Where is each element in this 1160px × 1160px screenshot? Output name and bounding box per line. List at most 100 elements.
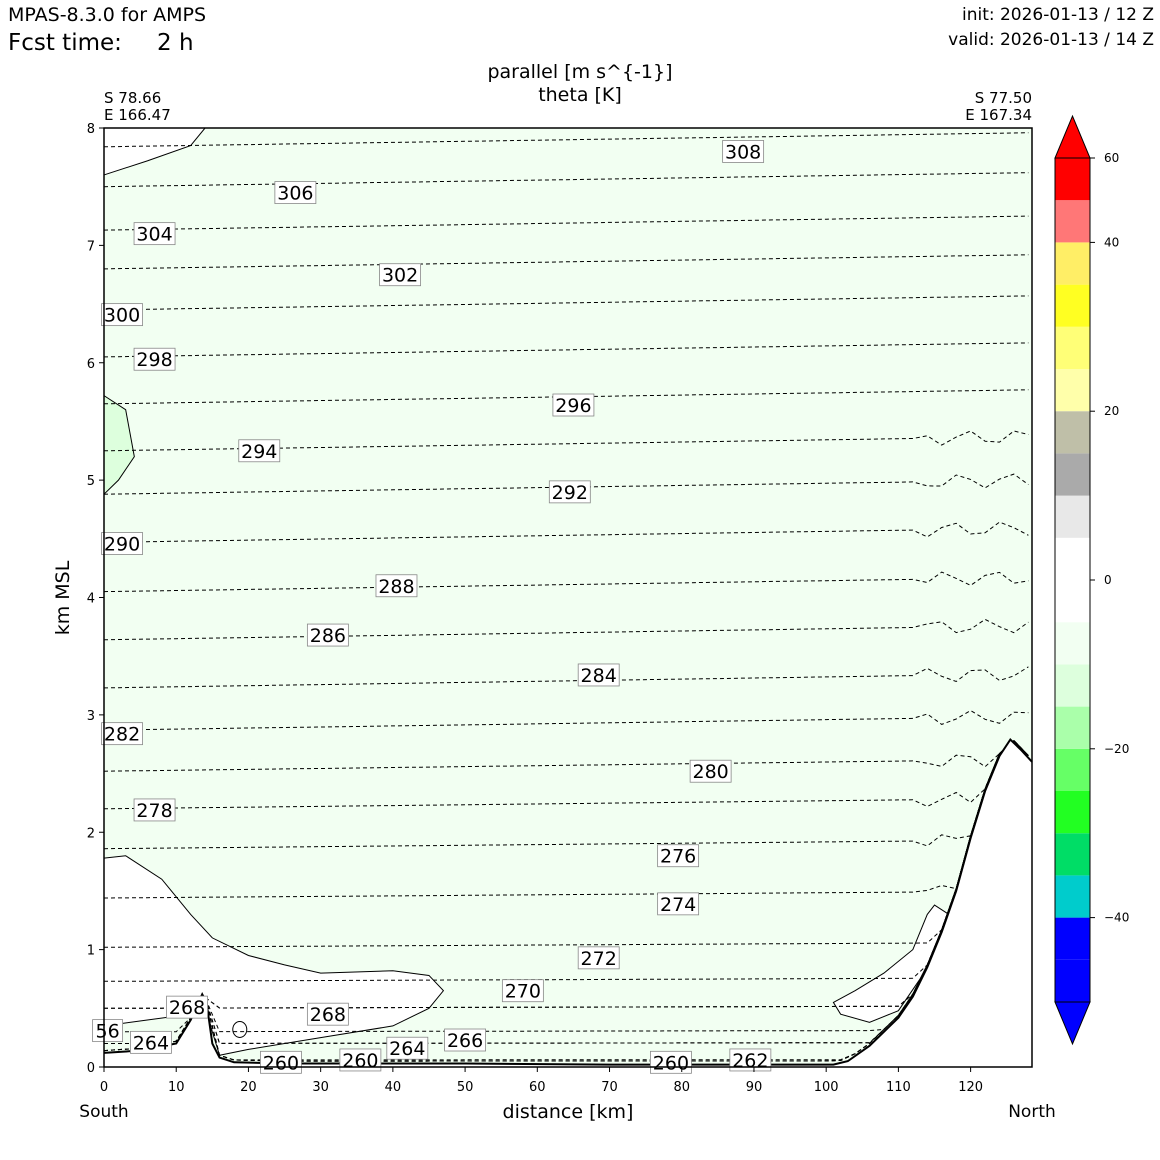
theta-contour-260 [103, 740, 1029, 1062]
contour-label-text: 264 [133, 1032, 169, 1054]
theta-contour-262 [103, 740, 1029, 1061]
contour-label-box [133, 222, 176, 246]
left-point-lon: E 166.47 [104, 106, 171, 124]
contour-label-box [650, 1050, 692, 1074]
south-label: South [79, 1102, 128, 1122]
theta-contour-302 [103, 254, 1029, 270]
contour-label-box [379, 263, 421, 287]
theta-contour-288 [103, 571, 1029, 593]
colorbar-segment [1055, 411, 1090, 454]
colorbar-segment [1055, 495, 1090, 538]
contour-label-text: 292 [552, 482, 588, 504]
contour-label-text: 296 [555, 395, 591, 417]
colorbar-segment [1055, 580, 1090, 623]
x-tick-label: 120 [958, 1080, 983, 1095]
contour-label-296: 296 [552, 393, 595, 417]
contour-label-268: 268 [306, 1002, 349, 1026]
terrain-fill [104, 739, 1032, 1067]
colorbar: −40 −20 0 20 40 60 [1054, 114, 1129, 1046]
contour-label-text: 260 [263, 1052, 299, 1074]
contour-label-text: 264 [389, 1038, 425, 1060]
contour-label-box [444, 1028, 486, 1052]
contour-label-box [260, 1050, 302, 1074]
y-tick-label: 7 [87, 239, 95, 254]
contour-label-text: 260 [342, 1050, 378, 1072]
contour-label-306: 306 [274, 181, 317, 205]
contour-label-280: 280 [689, 759, 732, 783]
colorbar-tick-label: 40 [1104, 235, 1119, 249]
contour-label-box [101, 303, 143, 327]
plot-area: 3083063043023002982962942922902882862842… [87, 122, 1033, 1095]
x-tick-label: 0 [100, 1080, 108, 1095]
colorbar-segment [1055, 369, 1090, 412]
contour-label-260: 260 [650, 1050, 692, 1074]
y-tick-label: 8 [87, 122, 95, 137]
contour-label-286: 286 [306, 623, 349, 647]
colorbar-segment [1055, 791, 1090, 834]
chart-title-line2: theta [K] [538, 84, 622, 106]
contour-label-260: 260 [339, 1048, 382, 1072]
contour-label-272: 272 [577, 946, 620, 970]
contour-label-box [722, 140, 765, 163]
contour-label-264: 264 [386, 1036, 429, 1060]
colorbar-segment [1055, 959, 1090, 1002]
theta-contour-266 [104, 740, 1029, 1033]
contour-label-text: 266 [447, 1030, 483, 1052]
x-tick-label: 60 [529, 1080, 546, 1095]
chart-title-line1: parallel [m s^{-1}] [487, 61, 672, 83]
contour-label-box [548, 480, 591, 504]
contour-label-box [577, 946, 620, 970]
contour-label-text: 268 [310, 1004, 346, 1026]
small-closed-contour [232, 1020, 248, 1038]
contour-label-text: 290 [104, 534, 140, 556]
contour-label-box [101, 532, 143, 555]
colorbar-segment [1055, 664, 1090, 707]
colorbar-tick-label: 0 [1104, 573, 1112, 587]
contour-label-box [657, 892, 700, 916]
theta-contour-280 [103, 740, 1029, 772]
theta-contour-286 [103, 618, 1029, 641]
contour-label-288: 288 [375, 574, 418, 598]
valid-time: valid: 2026-01-13 / 14 Z [948, 30, 1154, 50]
theta-contour-290 [103, 521, 1029, 543]
contour-label-text: 288 [378, 576, 414, 598]
contour-label-278: 278 [133, 798, 176, 822]
north-label: North [1008, 1102, 1056, 1122]
colorbar-tick-label: 60 [1104, 151, 1119, 165]
colorbar-max-extension [1054, 114, 1091, 159]
theta-contour-298 [103, 342, 1029, 358]
contour-label-box [130, 1030, 172, 1054]
contour-label-text: 304 [136, 224, 172, 246]
contour-label-box [101, 722, 143, 746]
y-tick-label: 1 [87, 944, 95, 959]
contour-label-box [133, 347, 176, 371]
contour-label-260: 260 [260, 1050, 302, 1074]
theta-contour-304 [103, 215, 1029, 231]
contour-label-276: 276 [657, 844, 700, 868]
colorbar-tick-label: 20 [1104, 404, 1119, 418]
contour-label-284: 284 [577, 663, 620, 687]
contour-label-292: 292 [548, 480, 591, 504]
contour-label-text: 294 [241, 441, 277, 463]
contour-label-box [133, 798, 176, 822]
colorbar-segment [1055, 453, 1090, 496]
contour-label-text: 278 [136, 800, 172, 822]
theta-contour-306 [103, 172, 1029, 188]
contour-label-box [166, 995, 208, 1019]
x-tick-label: 30 [312, 1080, 329, 1095]
x-axis-label: distance [km] [503, 1101, 634, 1123]
contour-label-box [92, 1019, 124, 1043]
contour-label-box [306, 1002, 349, 1026]
contour-label-box [339, 1048, 382, 1072]
contour-label-text: 276 [660, 846, 696, 868]
left-point-lat: S 78.66 [104, 89, 161, 107]
contour-label-290: 290 [101, 532, 143, 556]
x-tick-label: 20 [240, 1080, 257, 1095]
x-tick-label: 90 [746, 1080, 763, 1095]
x-tick-label: 100 [814, 1080, 839, 1095]
contour-label-text: 298 [136, 349, 172, 371]
contour-label-box [501, 979, 544, 1003]
y-axis-label: km MSL [52, 560, 74, 635]
y-tick-label: 0 [87, 1061, 95, 1076]
